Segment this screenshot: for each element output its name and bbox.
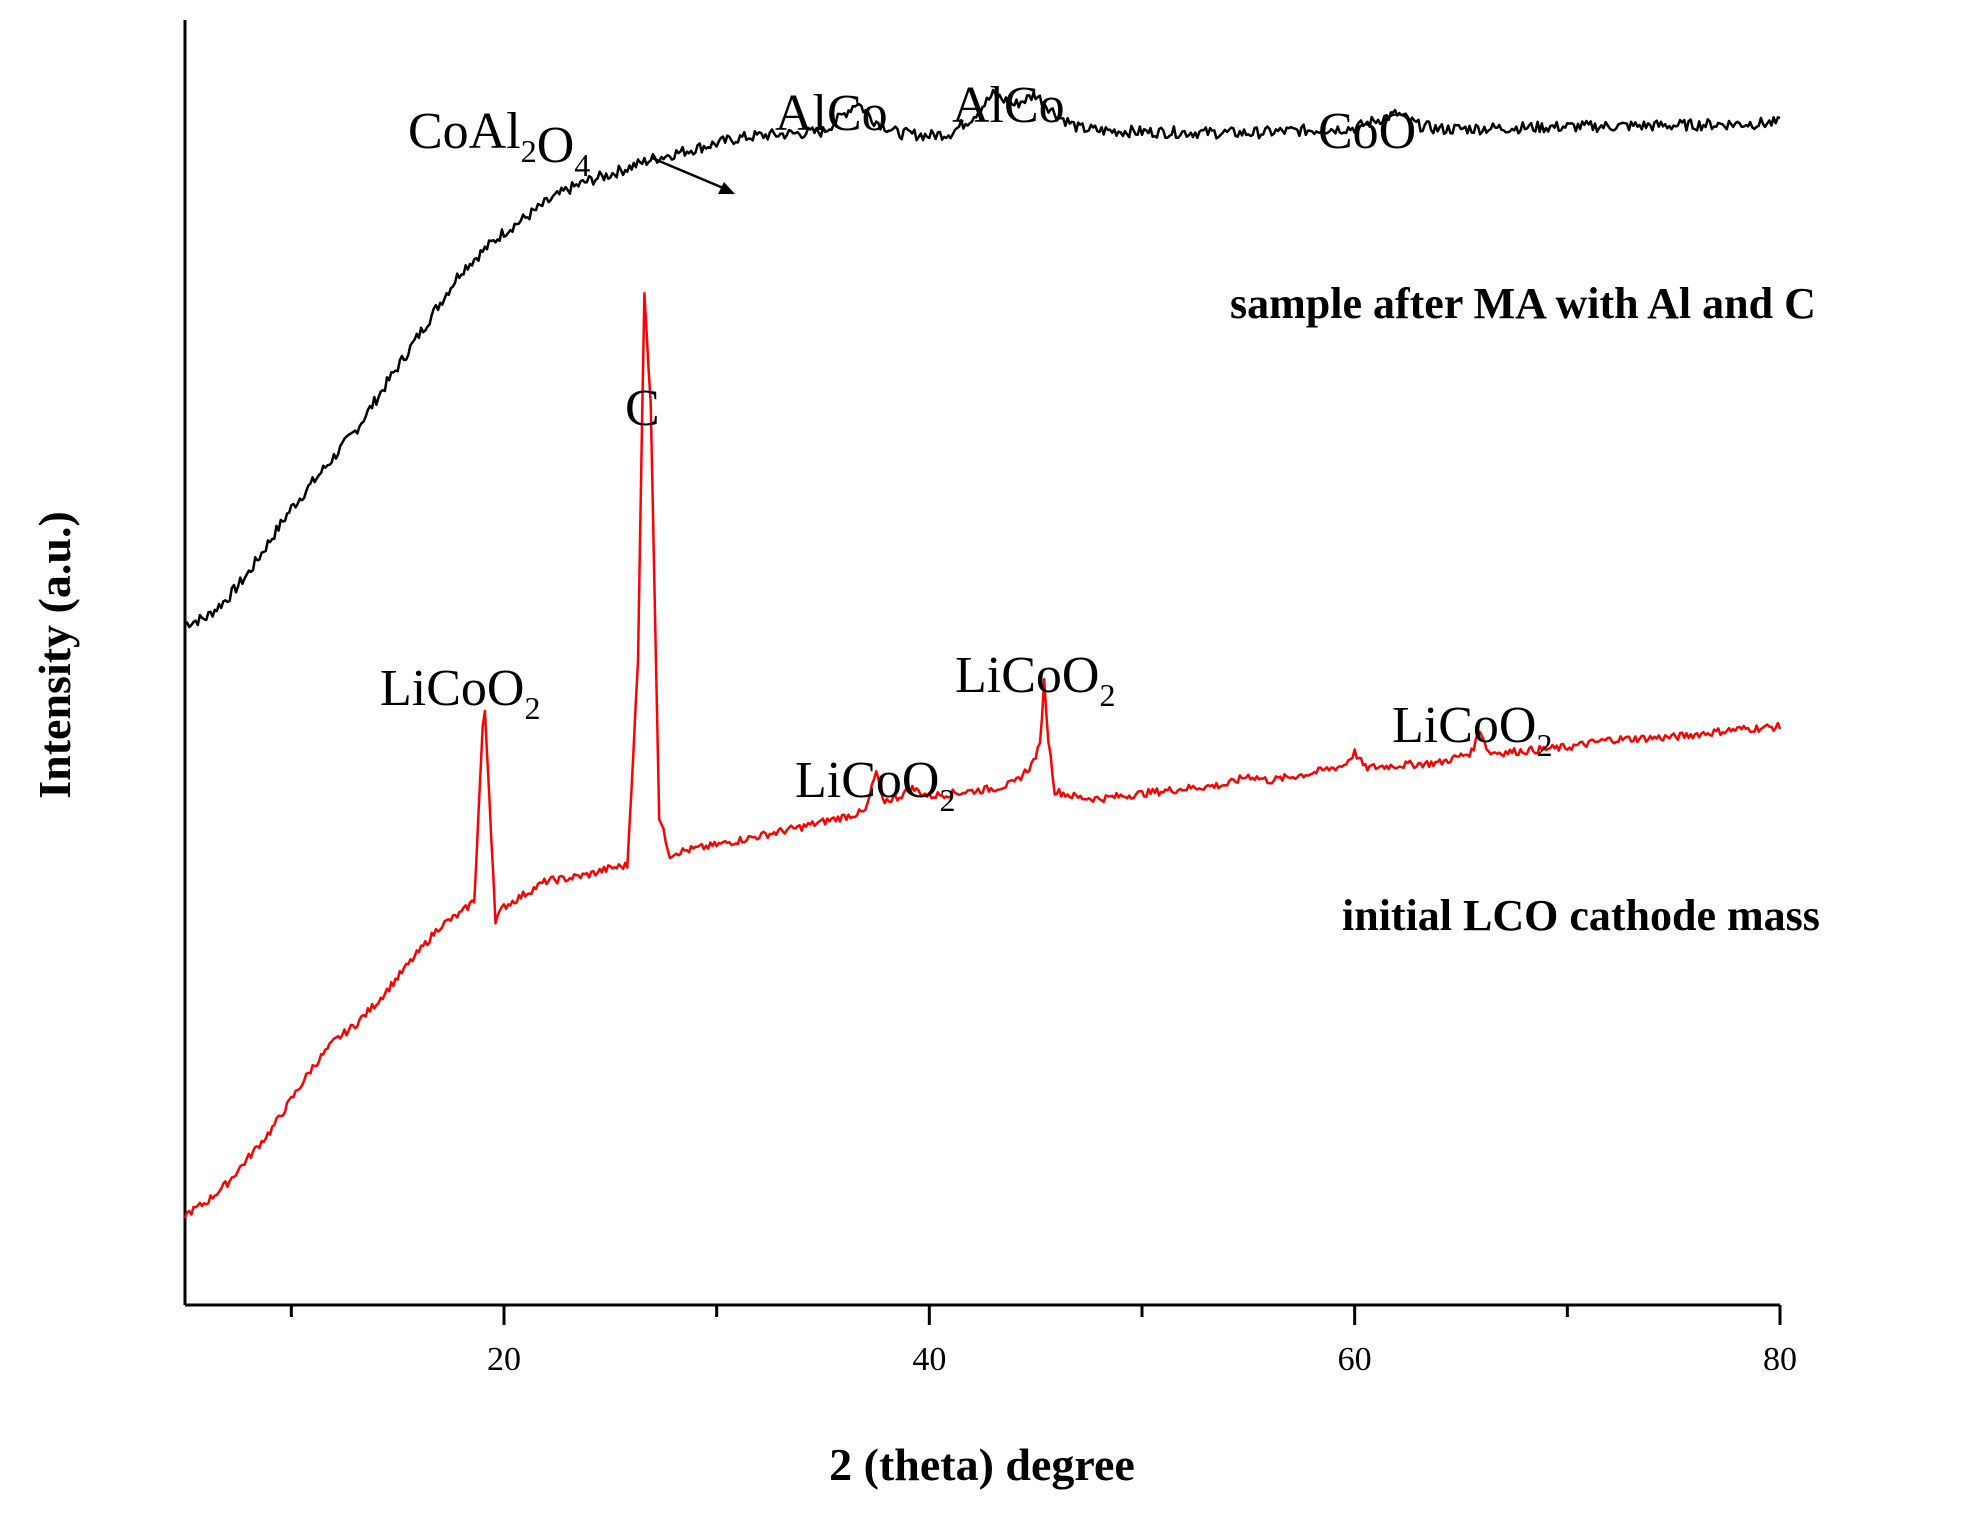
x-tick-label: 80: [1763, 1341, 1797, 1378]
peak-label-alco-1: AlCo: [775, 85, 888, 142]
peak-arrow-head: [718, 182, 735, 194]
x-tick-label: 40: [912, 1341, 946, 1378]
peak-label-licoo2-2: LiCoO2: [795, 752, 955, 818]
series-line-red: [183, 291, 1782, 1219]
peak-label-licoo2-1: LiCoO2: [380, 660, 540, 726]
peak-label-licoo2-4: LiCoO2: [1392, 697, 1552, 763]
peak-label-coo: CoO: [1318, 103, 1416, 160]
series-label-red: initial LCO cathode mass: [1342, 891, 1820, 940]
y-axis-title: Intensity (a.u.): [29, 511, 80, 799]
peak-label-coal2o4: CoAl2O4: [408, 103, 590, 183]
x-axis-tick-labels: 20 40 60 80: [487, 1341, 1797, 1378]
peak-label-licoo2-3: LiCoO2: [955, 647, 1115, 713]
x-axis-title: 2 (theta) degree: [829, 1439, 1135, 1490]
x-axis-ticks: [289, 1305, 1782, 1325]
peak-label-c: C: [625, 380, 660, 437]
series-label-black: sample after MA with Al and C: [1230, 279, 1816, 328]
x-tick-label: 60: [1338, 1341, 1372, 1378]
series-line-black: [184, 88, 1781, 629]
peak-label-alco-2: AlCo: [952, 77, 1065, 134]
peak-arrow-coal2o4: [651, 156, 729, 192]
x-tick-label: 20: [487, 1341, 521, 1378]
